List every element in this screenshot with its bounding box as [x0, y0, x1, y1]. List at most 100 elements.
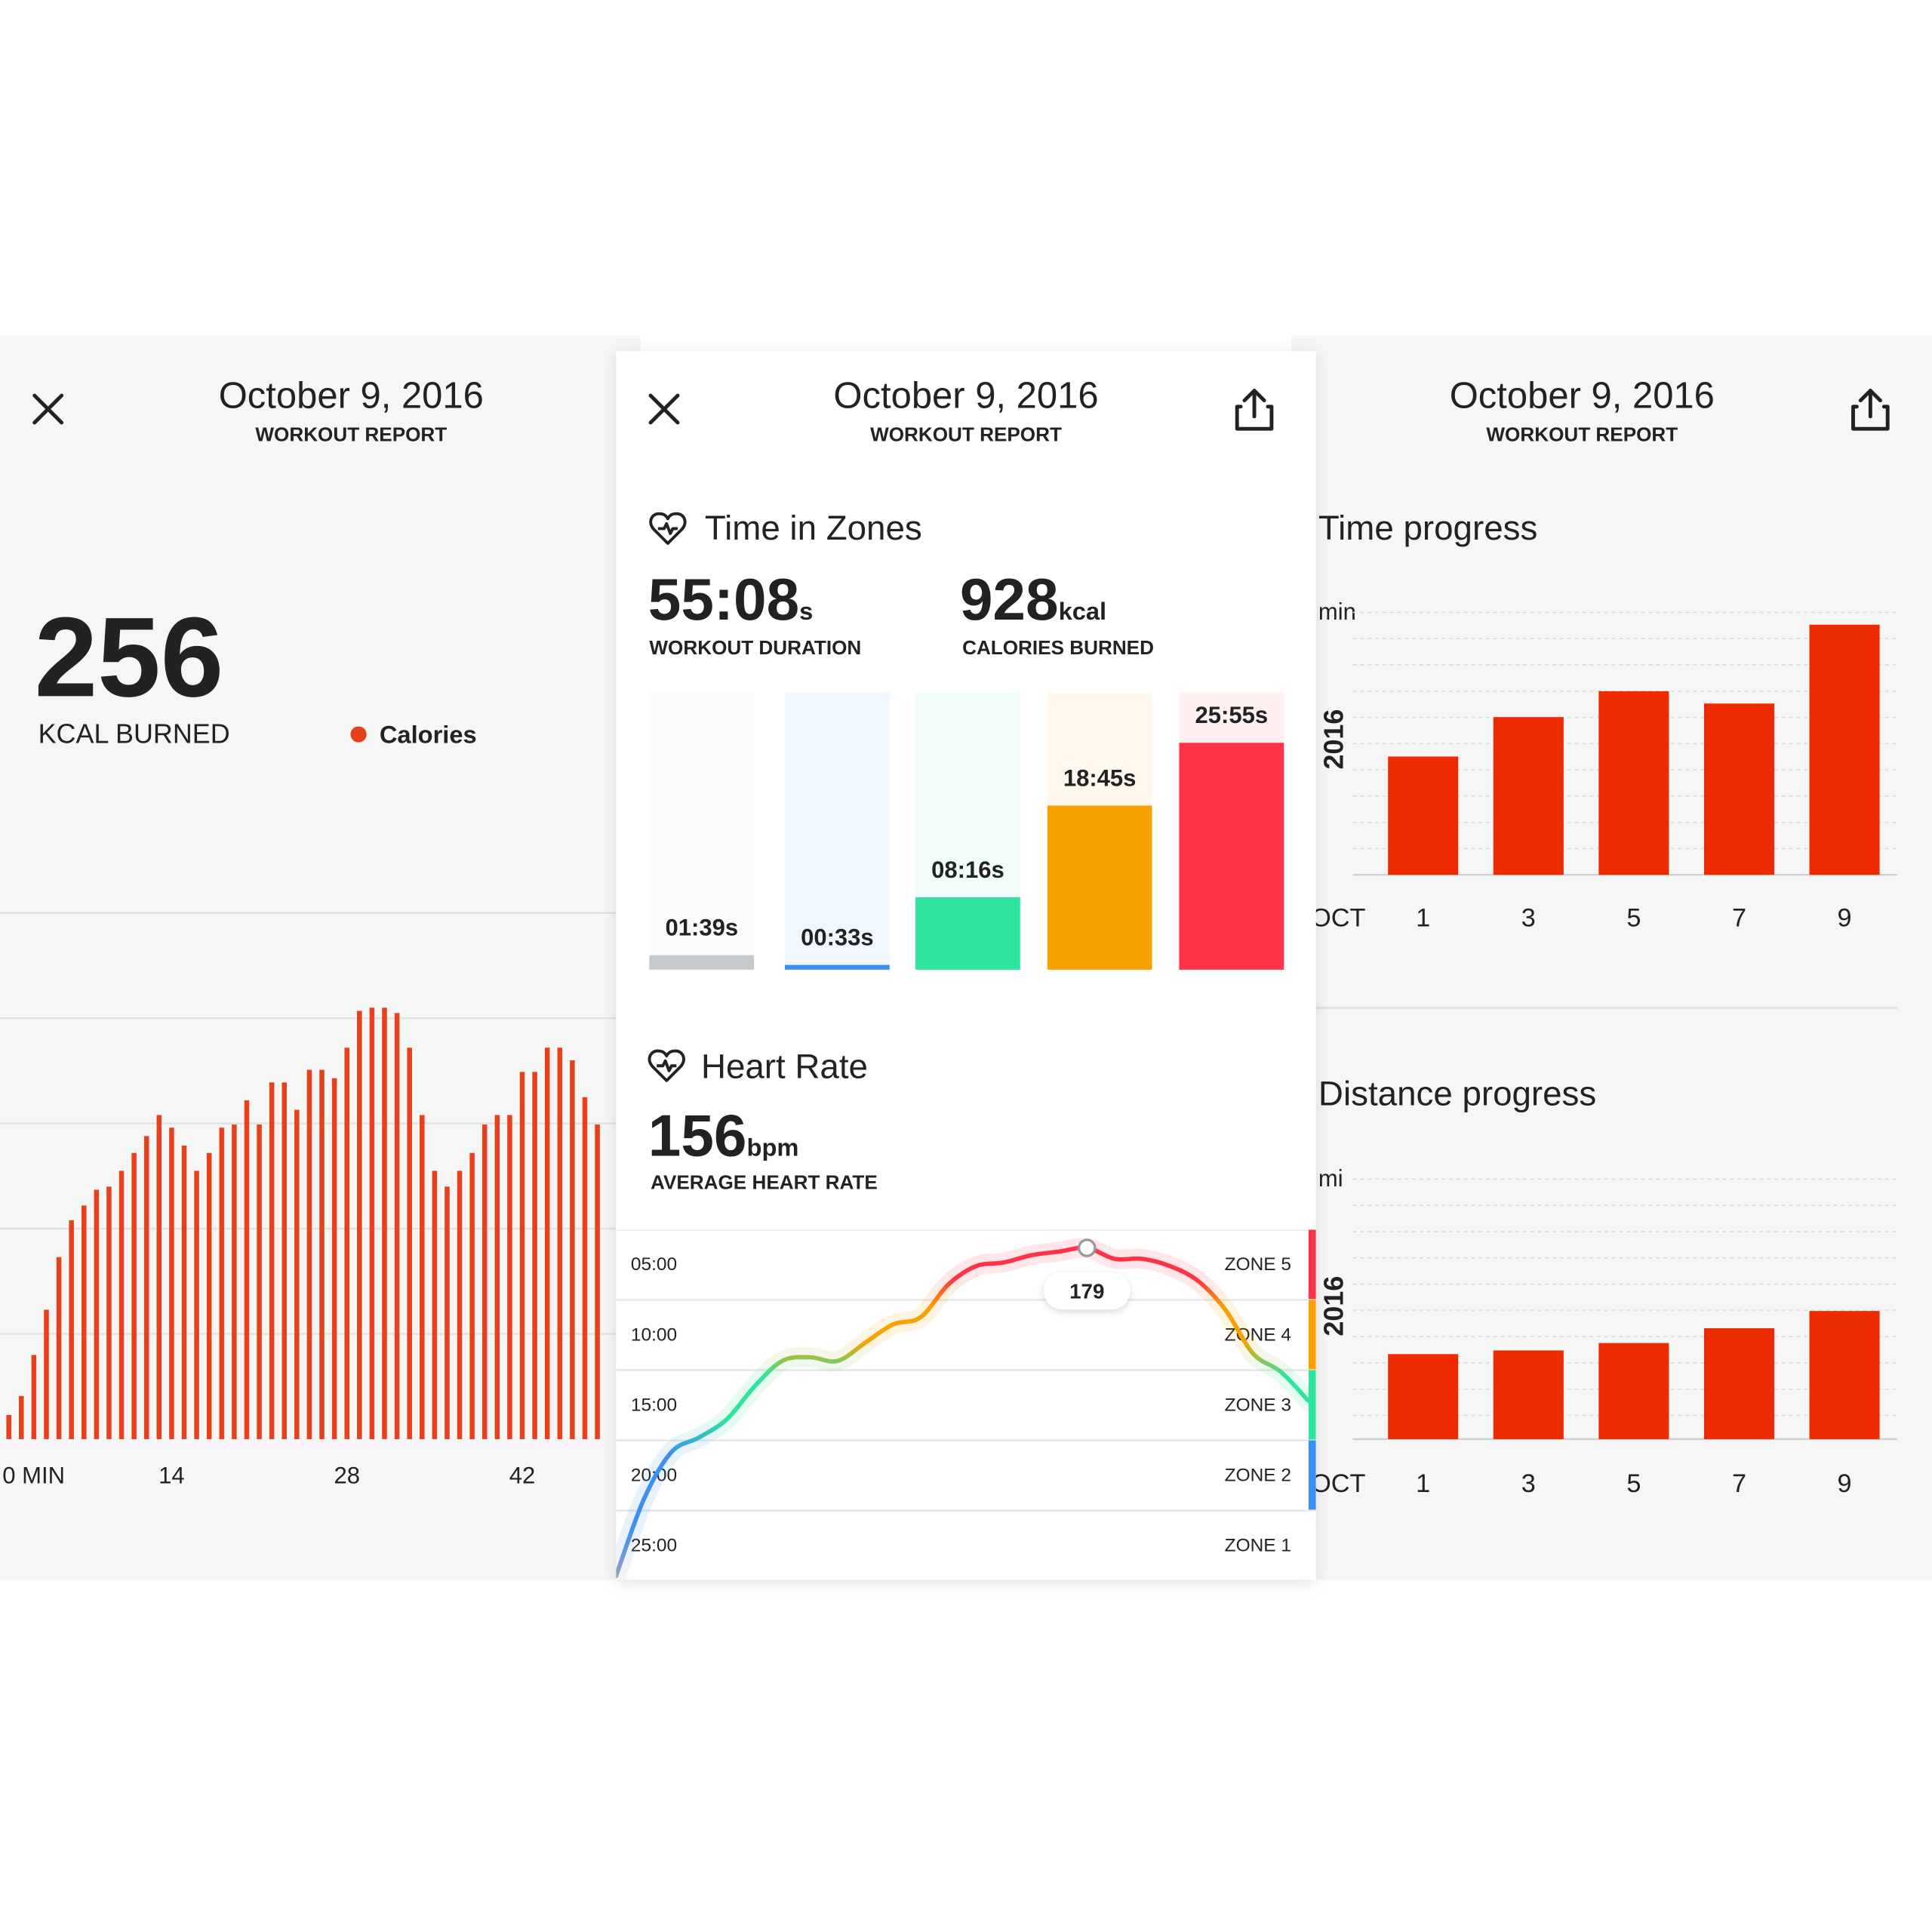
close-button[interactable] [648, 393, 680, 425]
header-date: October 9, 2016 [219, 375, 484, 416]
bar [570, 1060, 575, 1439]
left-panel: October 9, 2016 WORKOUT REPORT 256 KCAL … [0, 335, 641, 1580]
bar [649, 955, 755, 970]
bar [394, 1013, 400, 1439]
bar [1703, 1328, 1775, 1439]
section-title: Heart Rate [701, 1048, 868, 1086]
heart-rate-label: AVERAGE HEART RATE [651, 1171, 878, 1194]
header-subtitle: WORKOUT REPORT [255, 423, 447, 445]
zone-strip [1308, 1300, 1316, 1371]
duration-unit: s [799, 597, 813, 625]
heart-icon [649, 512, 687, 545]
bar [369, 1008, 375, 1439]
value-label: 25:55s [1195, 702, 1269, 728]
x-tick-label: 9 [1838, 904, 1852, 933]
center-panel: October 9, 2016 WORKOUT REPORT Time in Z… [616, 351, 1316, 1580]
x-tick-label: 0 MIN [2, 1463, 65, 1489]
heart-rate-line [616, 1245, 1311, 1579]
bar [31, 1355, 37, 1439]
duration-value: 55:08 [648, 566, 799, 632]
bar [582, 1097, 588, 1439]
zone-strip [1308, 1229, 1316, 1300]
x-tick-label: 3 [1521, 904, 1536, 933]
bar [181, 1145, 187, 1439]
bar [494, 1115, 500, 1439]
row-time-label: 10:00 [631, 1324, 677, 1345]
bar [81, 1205, 87, 1439]
bar [219, 1128, 225, 1439]
bar [331, 1078, 337, 1439]
x-tick-label: 9 [1838, 1469, 1852, 1498]
total-label: KCAL BURNED [38, 718, 230, 749]
x-tick-label: 3 [1521, 1469, 1536, 1498]
bar [1703, 703, 1775, 875]
x-tick-label: 1 [1416, 1469, 1430, 1498]
peak-marker [1078, 1238, 1097, 1257]
header-date: October 9, 2016 [1450, 375, 1715, 416]
bar [357, 1011, 362, 1439]
x-tick-label: 7 [1732, 1469, 1746, 1498]
bar [1809, 1311, 1880, 1439]
bar [519, 1072, 525, 1439]
unit-label: min [1318, 598, 1356, 625]
bar [915, 897, 1020, 970]
bar [420, 1115, 425, 1439]
total-value: 256 [35, 593, 224, 720]
month-label: OCT [1311, 904, 1365, 933]
bar [507, 1115, 512, 1439]
x-tick-label: 1 [1416, 904, 1430, 933]
section-title: Time in Zones [705, 509, 922, 547]
bar [44, 1309, 49, 1439]
bar [94, 1189, 100, 1439]
bar [544, 1048, 550, 1439]
bar [344, 1048, 349, 1439]
year-label: 2016 [1318, 1276, 1349, 1337]
bar [432, 1171, 438, 1439]
bar [194, 1171, 199, 1439]
bar [319, 1069, 325, 1439]
unit-label: mi [1318, 1165, 1343, 1192]
x-tick-label: 42 [509, 1463, 536, 1489]
bar [595, 1124, 600, 1439]
zones-chart: 01:39s 00:33s 08:16s 18:45s 25:55s [649, 692, 1284, 970]
bar [785, 964, 890, 970]
bar [19, 1395, 24, 1439]
bar [457, 1171, 463, 1439]
close-button[interactable] [32, 393, 64, 425]
bar [257, 1124, 262, 1439]
header-subtitle: WORKOUT REPORT [870, 423, 1062, 445]
bar [143, 1136, 149, 1439]
bar [1493, 717, 1564, 875]
calories-label: CALORIES BURNED [962, 636, 1154, 659]
heart-rate-stat: 156bpm [648, 1102, 799, 1168]
bar [1598, 691, 1669, 875]
heart-icon [648, 1049, 685, 1082]
bar [1388, 756, 1459, 875]
bar [445, 1186, 450, 1439]
peak-pill [1044, 1272, 1131, 1310]
duration-label: WORKOUT DURATION [649, 636, 861, 659]
peak-label: 179 [1069, 1279, 1104, 1303]
bar [169, 1128, 174, 1439]
bar [281, 1082, 288, 1439]
header-date: October 9, 2016 [833, 375, 1098, 416]
heart-rate-chart: 05:00 ZONE 510:00 ZONE 415:00 ZONE 320:00 ZO… [616, 1229, 1316, 1580]
bar [118, 1171, 125, 1439]
bar [69, 1220, 74, 1439]
bar [232, 1124, 237, 1439]
bar [532, 1072, 537, 1439]
year-label: 2016 [1318, 709, 1349, 770]
chart-title: Distance progress [1318, 1074, 1596, 1112]
value-label: 08:16s [931, 857, 1004, 883]
bar [382, 1008, 387, 1439]
x-tick-label: 5 [1626, 904, 1641, 933]
share-button[interactable] [1235, 389, 1274, 431]
bar [1493, 1350, 1564, 1439]
calories-unit: kcal [1059, 597, 1107, 625]
share-button[interactable] [1851, 389, 1890, 431]
legend-label: Calories [380, 720, 477, 748]
bar [206, 1152, 212, 1439]
zone-track [785, 692, 890, 970]
bar [131, 1152, 137, 1439]
